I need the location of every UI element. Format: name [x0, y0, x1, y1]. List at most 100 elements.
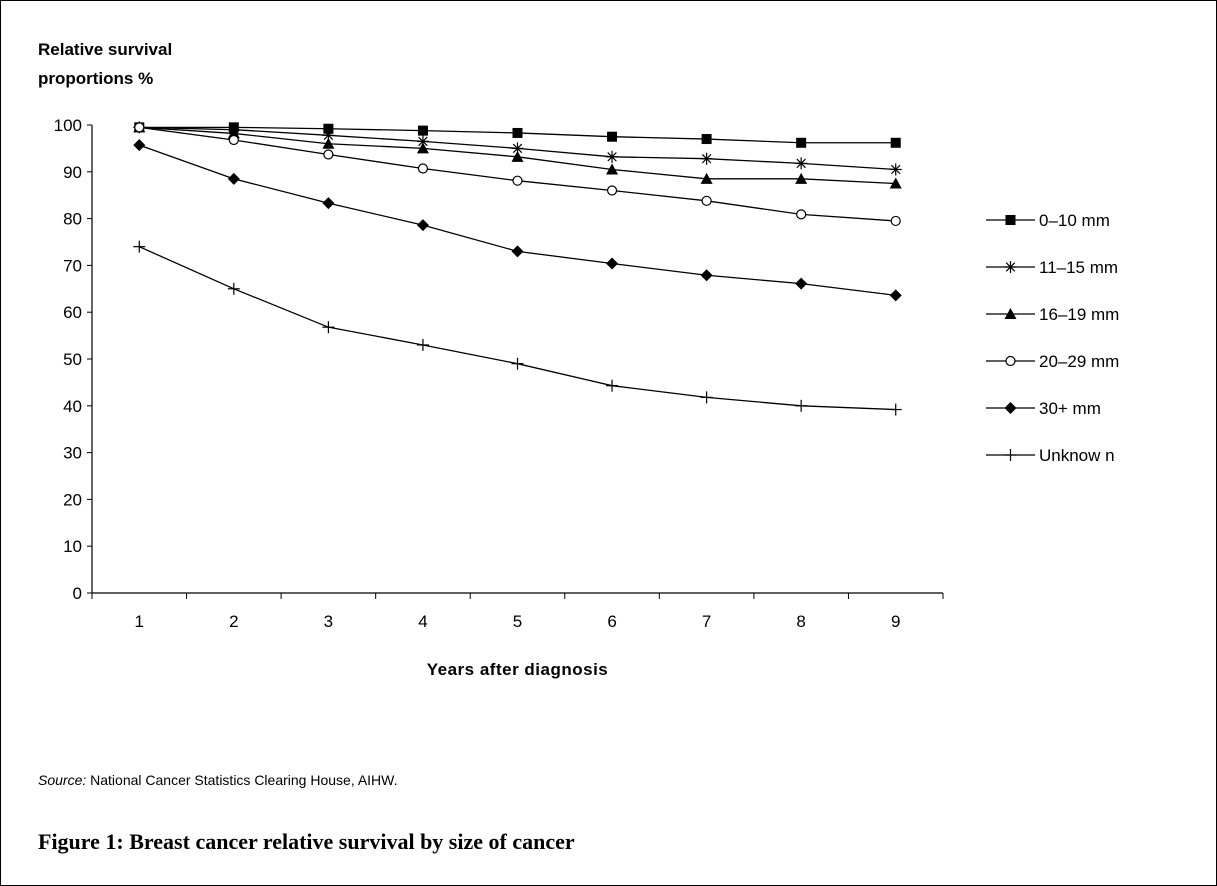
- square-marker: [701, 134, 712, 145]
- data-point: [606, 150, 619, 163]
- data-point: [511, 142, 524, 155]
- diamond-marker: [795, 277, 808, 290]
- data-point: [700, 152, 713, 165]
- data-point: [417, 125, 428, 136]
- triangle-marker: [606, 163, 619, 175]
- x-axis-label: Years after diagnosis: [427, 660, 609, 679]
- circle-marker: [606, 185, 618, 196]
- asterisk-stroke: [701, 153, 712, 164]
- y-tick-label: 20: [63, 490, 82, 509]
- data-point: [889, 177, 902, 189]
- legend-marker: [1004, 261, 1017, 273]
- asterisk-stroke: [890, 164, 901, 175]
- data-point: [322, 129, 335, 142]
- data-point: [889, 163, 902, 176]
- square-marker: [417, 125, 428, 136]
- data-point: [134, 122, 145, 133]
- circle-marker: [417, 163, 429, 174]
- y-tick-label: 90: [63, 163, 82, 182]
- diamond-marker: [700, 269, 713, 282]
- data-point: [416, 219, 429, 232]
- x-tick-label: 8: [796, 612, 805, 631]
- data-point: [416, 338, 429, 351]
- data-point: [228, 134, 239, 146]
- y-axis-label-line: Relative survival: [38, 40, 172, 59]
- data-point: [511, 357, 524, 370]
- x-tick-label: 7: [702, 612, 711, 631]
- y-tick-label: 70: [63, 256, 82, 275]
- data-point: [417, 163, 429, 174]
- y-tick-label: 50: [63, 350, 82, 369]
- circle-marker: [1005, 355, 1016, 367]
- x-tick-label: 3: [324, 612, 333, 631]
- data-point: [796, 209, 807, 220]
- data-point: [512, 127, 523, 138]
- data-point: [700, 172, 713, 184]
- data-point: [701, 134, 712, 145]
- diamond-marker: [889, 289, 902, 302]
- data-point: [890, 215, 901, 227]
- diamond-marker: [416, 219, 429, 232]
- data-point: [700, 269, 713, 282]
- data-point: [227, 282, 240, 295]
- square-marker: [607, 131, 618, 142]
- y-tick-label: 60: [63, 303, 82, 322]
- triangle-marker: [227, 127, 240, 139]
- asterisk-stroke: [323, 130, 334, 141]
- data-point: [796, 137, 807, 148]
- triangle-marker: [511, 150, 524, 162]
- y-tick-label: 100: [54, 116, 82, 135]
- diamond-marker: [511, 245, 524, 258]
- square-marker: [323, 123, 334, 134]
- data-point: [133, 139, 146, 152]
- diamond-marker: [227, 172, 240, 185]
- legend-marker: [1005, 215, 1016, 225]
- data-point: [322, 197, 335, 210]
- y-tick-label: 30: [63, 444, 82, 463]
- data-point: [323, 149, 334, 160]
- data-point: [511, 150, 524, 162]
- legend-marker: [1004, 308, 1017, 319]
- y-tick-label: 0: [73, 584, 82, 603]
- data-point: [227, 172, 240, 185]
- asterisk-stroke: [512, 143, 523, 154]
- data-point: [890, 137, 901, 148]
- data-point: [606, 163, 619, 175]
- x-tick-label: 5: [513, 612, 522, 631]
- legend-marker: [1004, 449, 1017, 461]
- triangle-marker: [322, 137, 335, 149]
- data-point: [607, 131, 618, 142]
- data-point: [606, 379, 619, 392]
- data-point: [416, 142, 429, 154]
- circle-marker: [890, 215, 901, 227]
- y-axis-label-line: proportions %: [38, 69, 153, 88]
- x-tick-label: 9: [891, 612, 900, 631]
- diamond-marker: [133, 139, 146, 152]
- square-marker: [890, 137, 901, 148]
- data-point: [322, 321, 335, 334]
- source-text: National Cancer Statistics Clearing Hous…: [86, 772, 398, 788]
- circle-marker: [796, 209, 807, 220]
- legend-label: 11–15 mm: [1039, 258, 1118, 277]
- series-line: [139, 246, 896, 411]
- diamond-marker: [1004, 402, 1017, 414]
- triangle-marker: [889, 177, 902, 189]
- square-marker: [796, 137, 807, 148]
- circle-marker: [228, 134, 239, 146]
- diamond-marker: [322, 197, 335, 210]
- legend-label: Unknow n: [1039, 446, 1115, 465]
- data-point: [133, 240, 146, 253]
- triangle-marker: [795, 172, 808, 184]
- source-label: Source:: [38, 772, 87, 788]
- series-line: [139, 144, 896, 296]
- square-marker: [1005, 215, 1016, 225]
- triangle-marker: [416, 142, 429, 154]
- legend-label: 0–10 mm: [1039, 211, 1110, 230]
- diamond-marker: [606, 257, 619, 270]
- data-point: [889, 403, 902, 416]
- data-point: [322, 137, 335, 149]
- square-marker: [512, 127, 523, 138]
- data-point: [701, 195, 712, 206]
- x-tick-label: 6: [607, 612, 616, 631]
